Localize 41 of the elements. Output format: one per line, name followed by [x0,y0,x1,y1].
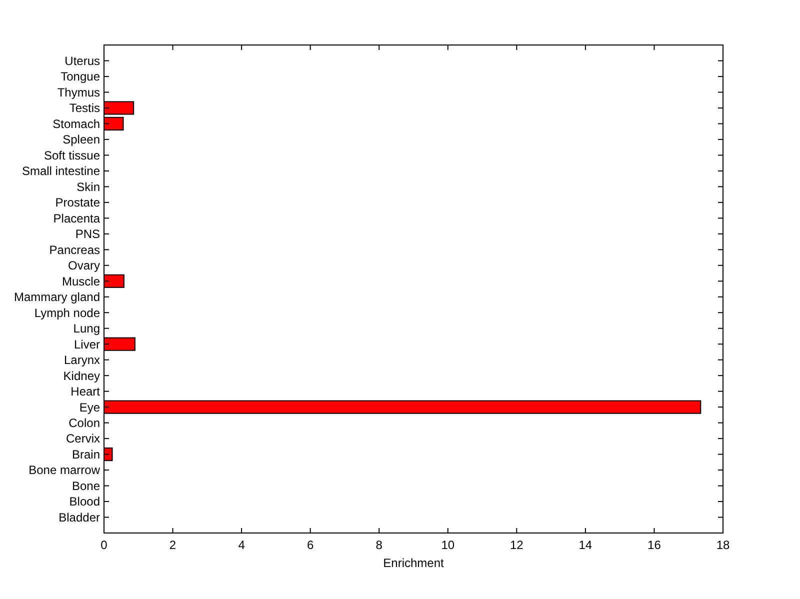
x-tick-label: 12 [510,538,524,552]
y-tick-label: Skin [76,180,100,194]
y-tick-label: Eye [79,400,100,414]
y-tick-label: Larynx [64,353,100,368]
x-tick-label: 4 [238,538,246,552]
y-tick-label: Stomach [52,116,100,131]
y-tick-label: Placenta [53,211,100,226]
y-tick-label: Heart [70,384,101,399]
y-tick-label: Bone [72,478,100,493]
x-tick-label: 2 [169,538,176,552]
y-tick-label: Small intestine [22,164,100,178]
y-tick-label: Brain [72,447,100,462]
y-tick-label: Prostate [55,196,100,210]
y-tick-label: Bladder [58,510,100,524]
x-axis-title: Enrichment [383,556,445,570]
y-tick-label: Muscle [62,274,100,288]
x-tick-label: 18 [716,538,730,552]
y-tick-label: Bone marrow [28,463,100,478]
y-tick-label: Mammary gland [14,290,100,304]
y-tick-label: Ovary [68,258,100,273]
x-tick-label: 8 [376,538,383,552]
x-tick-label: 6 [306,538,314,552]
y-tick-label: Spleen [62,132,100,147]
x-tick-label: 10 [441,538,455,552]
y-tick-label: Lymph node [34,306,100,320]
y-tick-label: Lung [73,322,100,336]
y-tick-label: Liver [74,337,100,352]
y-tick-label: Tongue [60,70,100,84]
y-tick-label: Testis [69,101,100,116]
y-tick-label: Cervix [66,432,100,446]
y-tick-label: Blood [69,494,100,509]
y-tick-label: Pancreas [49,242,100,257]
y-tick-label: Soft tissue [44,148,100,162]
y-tick-label: Kidney [63,368,100,383]
y-tick-label: Uterus [64,54,100,68]
y-tick-label: Thymus [57,85,100,100]
x-tick-label: 14 [578,538,592,552]
y-tick-label: PNS [75,227,100,242]
x-tick-label: 16 [648,538,662,552]
y-tick-label: Colon [68,416,100,430]
x-tick-label: 0 [100,538,108,552]
